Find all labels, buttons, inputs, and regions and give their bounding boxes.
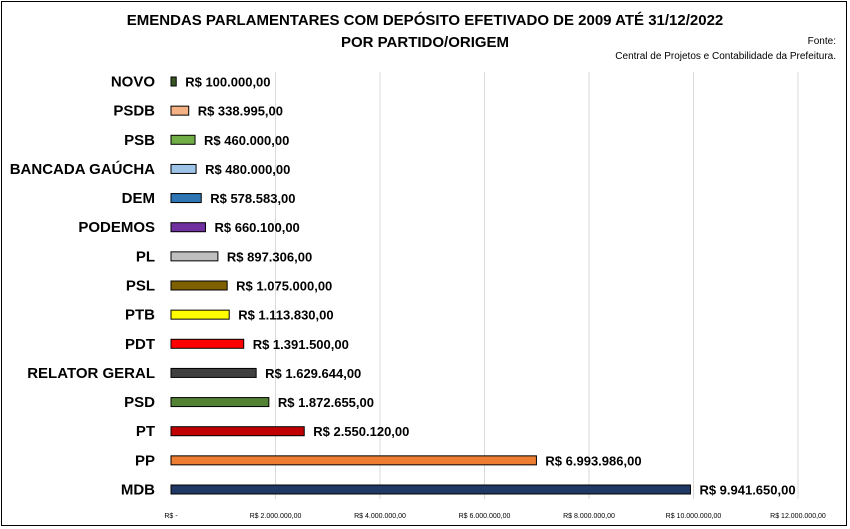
category-label: DEM bbox=[122, 190, 155, 207]
category-label: PODEMOS bbox=[78, 219, 155, 236]
value-label: R$ 460.000,00 bbox=[204, 133, 289, 148]
x-tick-label: R$ - bbox=[164, 513, 178, 520]
x-tick-label: R$ 2.000.000,00 bbox=[250, 513, 302, 520]
category-label: PSL bbox=[126, 278, 155, 295]
category-label: PSB bbox=[124, 132, 155, 149]
bar bbox=[170, 163, 197, 174]
bar bbox=[170, 193, 202, 204]
bar bbox=[170, 426, 305, 437]
value-label: R$ 6.993.986,00 bbox=[545, 453, 641, 468]
value-label: R$ 660.100,00 bbox=[214, 220, 299, 235]
category-label: PSD bbox=[124, 394, 155, 411]
source-text: Central de Projetos e Contabilidade da P… bbox=[615, 51, 836, 62]
bar bbox=[170, 222, 206, 233]
x-tick-label: R$ 4.000.000,00 bbox=[354, 513, 406, 520]
value-label: R$ 1.075.000,00 bbox=[236, 279, 332, 294]
bar bbox=[170, 484, 691, 495]
bar bbox=[170, 280, 228, 291]
value-label: R$ 1.872.655,00 bbox=[278, 395, 374, 410]
bar bbox=[170, 251, 219, 262]
value-label: R$ 9.941.650,00 bbox=[699, 483, 795, 498]
bar bbox=[170, 367, 257, 378]
x-tick-label: R$ 10.000.000,00 bbox=[666, 513, 722, 520]
bars bbox=[170, 76, 691, 495]
value-label: R$ 897.306,00 bbox=[227, 249, 312, 264]
bar bbox=[170, 397, 270, 408]
category-label: PSDB bbox=[113, 103, 155, 120]
bar bbox=[170, 76, 177, 87]
category-label: PTB bbox=[125, 307, 155, 324]
bar bbox=[170, 455, 537, 466]
source-label: Fonte: bbox=[807, 36, 836, 47]
category-label: PDT bbox=[125, 336, 155, 353]
value-label: R$ 1.113.830,00 bbox=[238, 308, 333, 323]
bar bbox=[170, 134, 196, 145]
category-label: NOVO bbox=[111, 74, 156, 91]
category-label: BANCADA GAÚCHA bbox=[10, 160, 155, 178]
x-tick-label: R$ 8.000.000,00 bbox=[563, 513, 615, 520]
bar bbox=[170, 338, 245, 349]
category-label: PT bbox=[136, 423, 155, 440]
value-label: R$ 1.391.500,00 bbox=[253, 337, 349, 352]
value-label: R$ 578.583,00 bbox=[210, 191, 295, 206]
value-label: R$ 480.000,00 bbox=[205, 162, 290, 177]
value-label: R$ 100.000,00 bbox=[185, 75, 270, 90]
category-label: MDB bbox=[121, 482, 155, 499]
x-tick-label: R$ 12.000.000,00 bbox=[770, 513, 826, 520]
category-label: RELATOR GERAL bbox=[27, 365, 155, 382]
chart-subtitle: POR PARTIDO/ORIGEM bbox=[340, 34, 510, 51]
value-label: R$ 338.995,00 bbox=[198, 104, 283, 119]
value-label: R$ 1.629.644,00 bbox=[265, 366, 361, 381]
bar bbox=[170, 309, 230, 320]
x-tick-label: R$ 6.000.000,00 bbox=[459, 513, 511, 520]
chart-title: EMENDAS PARLAMENTARES COM DEPÓSITO EFETI… bbox=[126, 12, 724, 29]
labels: R$ - R$ 2.000.000,00 R$ 4.000.000,00 R$ 6.0… bbox=[10, 74, 826, 521]
category-label: PP bbox=[135, 452, 155, 469]
value-label: R$ 2.550.120,00 bbox=[313, 424, 409, 439]
bar bbox=[170, 105, 190, 116]
grid-lines bbox=[275, 72, 799, 499]
category-label: PL bbox=[136, 248, 155, 265]
